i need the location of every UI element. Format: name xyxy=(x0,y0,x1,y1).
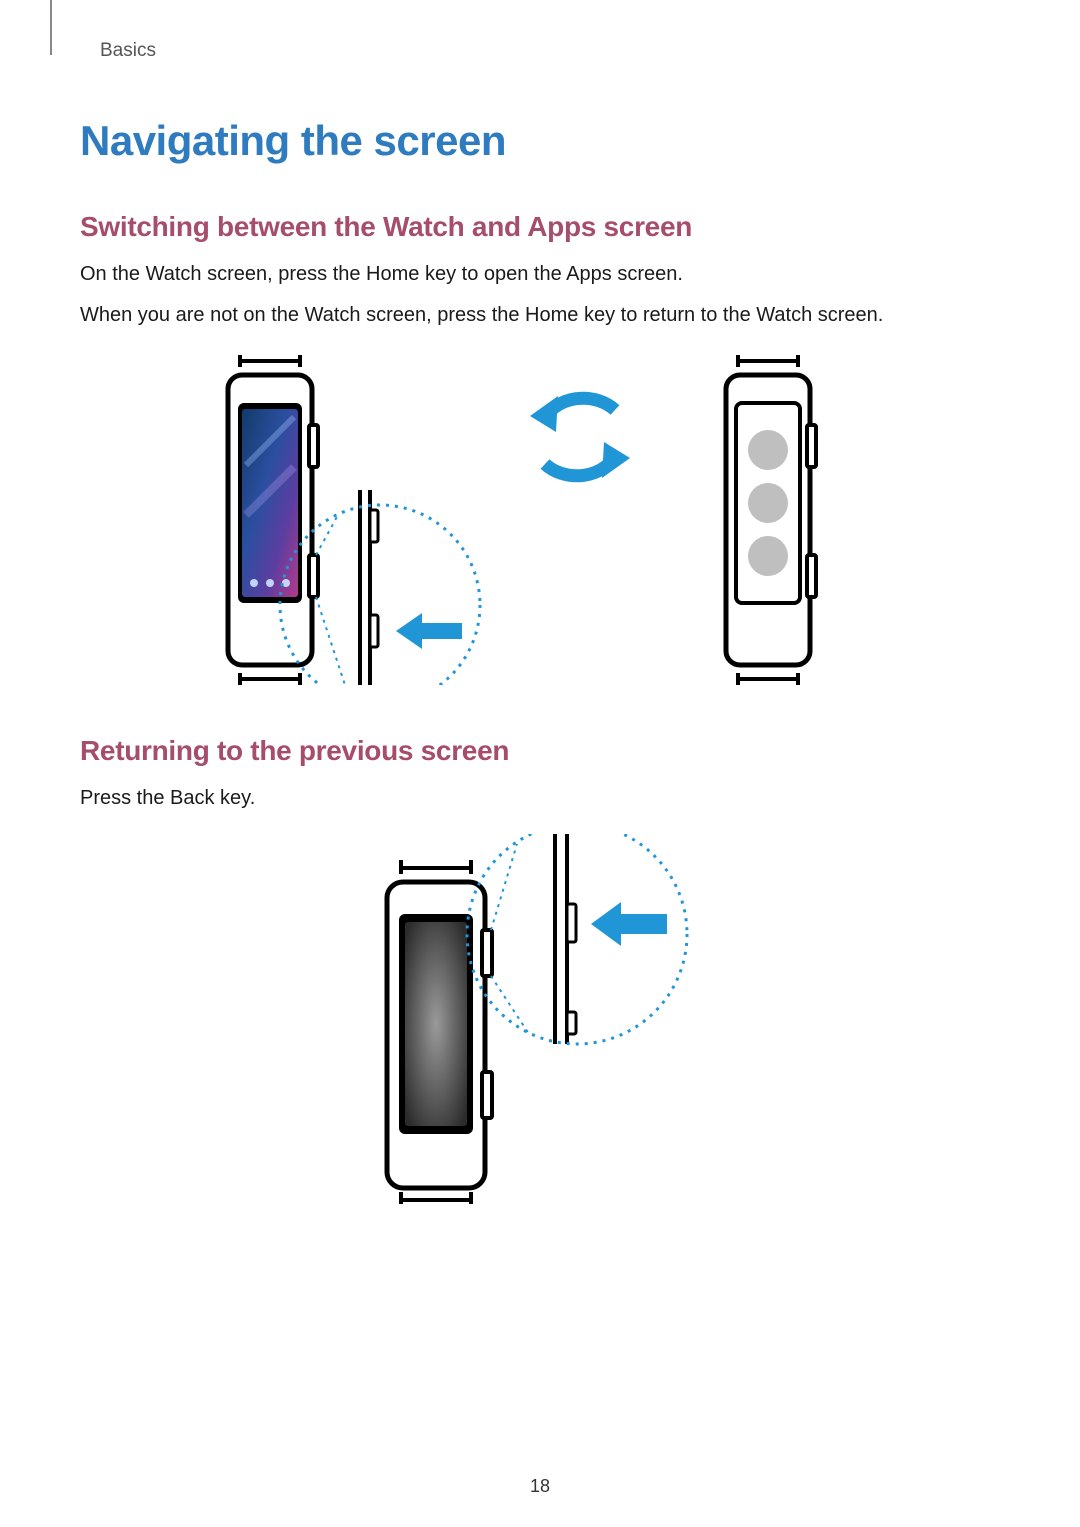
section1-para2: When you are not on the Watch screen, pr… xyxy=(80,300,1000,331)
vertical-divider xyxy=(50,0,52,55)
section2-para1: Press the Back key. xyxy=(80,783,1000,814)
breadcrumb: Basics xyxy=(100,40,1000,62)
home-key-arrow-icon xyxy=(396,613,462,649)
figure-back-key xyxy=(50,834,1000,1204)
section2-heading: Returning to the previous screen xyxy=(80,735,1000,767)
swap-arrows-icon xyxy=(520,380,640,500)
back-key-arrow-icon xyxy=(591,902,667,946)
document-page: Basics Navigating the screen Switching b… xyxy=(0,0,1080,1527)
section1-para1: On the Watch screen, press the Home key … xyxy=(80,259,1000,290)
section1-heading: Switching between the Watch and Apps scr… xyxy=(80,211,1000,243)
page-number: 18 xyxy=(0,1476,1080,1497)
page-title: Navigating the screen xyxy=(80,117,1000,165)
figure-switch-screens xyxy=(50,355,1000,685)
device-apps-svg xyxy=(710,355,840,685)
device-watch-svg xyxy=(210,355,510,685)
device-back-svg xyxy=(345,834,705,1204)
